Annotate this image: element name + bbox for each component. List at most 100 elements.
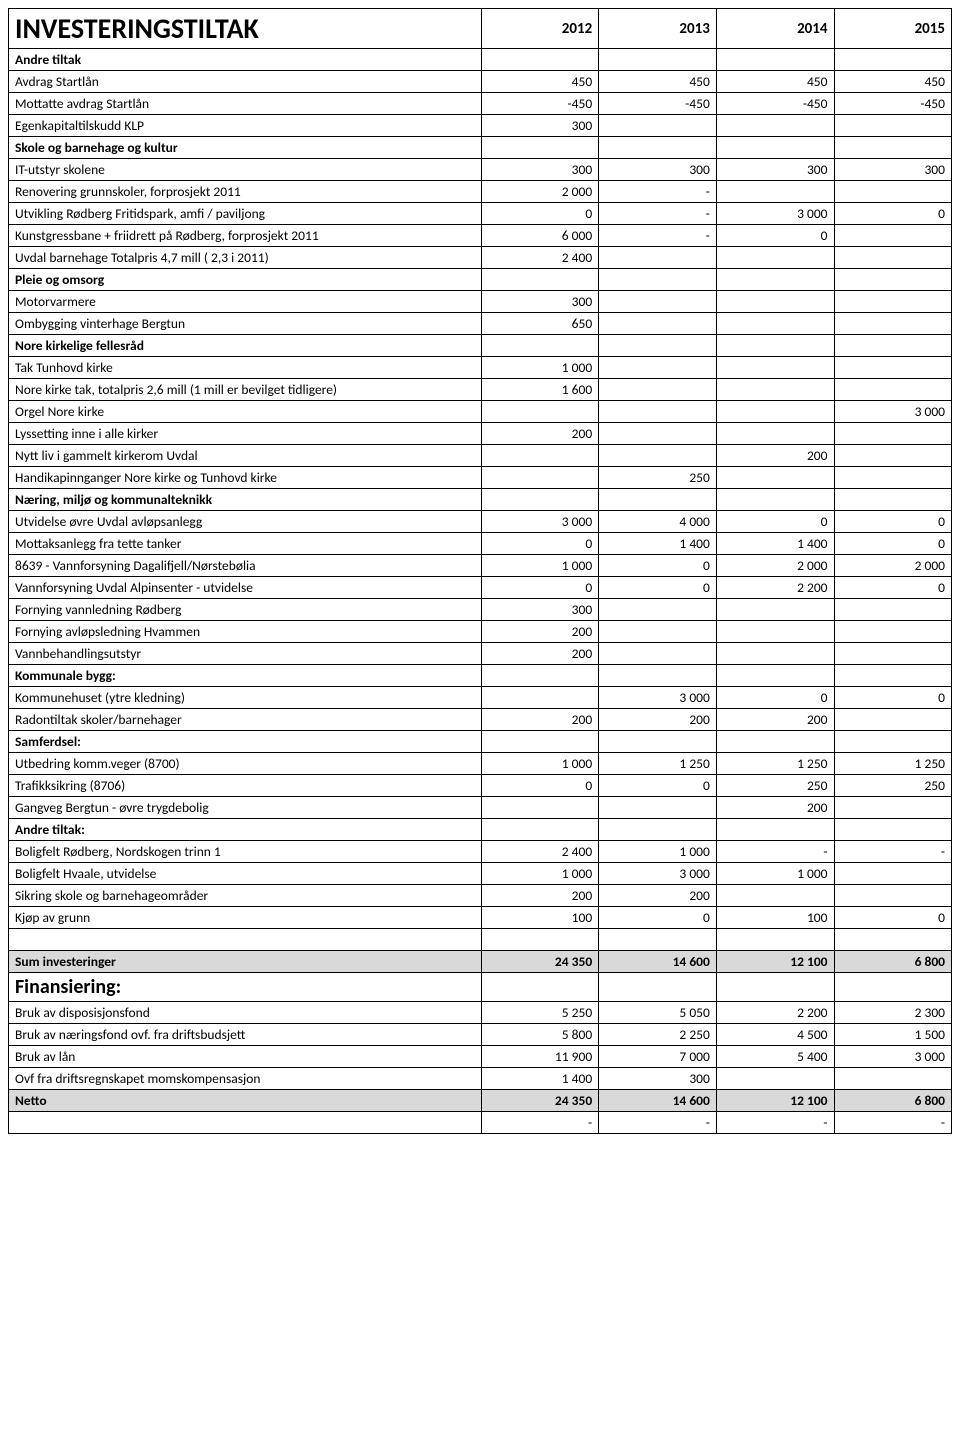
value-cell [716, 643, 834, 665]
empty-cell [481, 137, 599, 159]
empty-cell [716, 819, 834, 841]
value-cell [481, 687, 599, 709]
sum-value: 12 100 [716, 951, 834, 973]
empty-cell [834, 731, 952, 753]
value-cell: 300 [481, 115, 599, 137]
value-cell: 250 [599, 467, 717, 489]
value-cell [716, 621, 834, 643]
value-cell: 3 000 [599, 687, 717, 709]
empty-cell [599, 973, 717, 1002]
value-cell [599, 313, 717, 335]
empty-cell [599, 269, 717, 291]
value-cell [481, 467, 599, 489]
value-cell: 4 500 [716, 1024, 834, 1046]
row-label: Orgel Nore kirke [9, 401, 482, 423]
value-cell: 1 000 [481, 357, 599, 379]
blank-cell [716, 929, 834, 951]
blank-cell [599, 929, 717, 951]
row-label: Radontiltak skoler/barnehager [9, 709, 482, 731]
sum-value: 24 350 [481, 951, 599, 973]
section-header: Skole og barnehage og kultur [9, 137, 482, 159]
bottom-value: - [481, 1112, 599, 1134]
value-cell [716, 467, 834, 489]
value-cell: 450 [481, 71, 599, 93]
sum-value: 24 350 [481, 1090, 599, 1112]
value-cell [834, 885, 952, 907]
row-label: Vannbehandlingsutstyr [9, 643, 482, 665]
value-cell [599, 357, 717, 379]
empty-cell [481, 489, 599, 511]
value-cell [599, 401, 717, 423]
value-cell [599, 643, 717, 665]
value-cell [716, 599, 834, 621]
value-cell [599, 247, 717, 269]
empty-cell [599, 819, 717, 841]
value-cell: 1 000 [481, 863, 599, 885]
empty-cell [834, 137, 952, 159]
section-header: Nore kirkelige fellesråd [9, 335, 482, 357]
value-cell: 0 [599, 775, 717, 797]
value-cell [834, 423, 952, 445]
value-cell: -450 [481, 93, 599, 115]
row-label: Bruk av næringsfond ovf. fra driftsbudsj… [9, 1024, 482, 1046]
empty-cell [834, 269, 952, 291]
value-cell: 5 250 [481, 1002, 599, 1024]
value-cell: 1 600 [481, 379, 599, 401]
value-cell: 0 [481, 533, 599, 555]
value-cell: 200 [481, 709, 599, 731]
sum-value: 6 800 [834, 951, 952, 973]
row-label: Lyssetting inne i alle kirker [9, 423, 482, 445]
value-cell [599, 599, 717, 621]
value-cell: 1 250 [599, 753, 717, 775]
value-cell: 2 300 [834, 1002, 952, 1024]
value-cell [716, 357, 834, 379]
value-cell [716, 181, 834, 203]
value-cell [716, 1068, 834, 1090]
empty-cell [481, 49, 599, 71]
value-cell: 200 [481, 885, 599, 907]
value-cell: 4 000 [599, 511, 717, 533]
value-cell: 3 000 [834, 401, 952, 423]
value-cell: 0 [716, 687, 834, 709]
value-cell: - [716, 841, 834, 863]
value-cell [716, 885, 834, 907]
value-cell: 200 [716, 709, 834, 731]
empty-cell [599, 489, 717, 511]
section-header: Kommunale bygg: [9, 665, 482, 687]
value-cell: 300 [481, 291, 599, 313]
row-label: Sikring skole og barnehageområder [9, 885, 482, 907]
value-cell: 100 [481, 907, 599, 929]
value-cell: 3 000 [834, 1046, 952, 1068]
empty-cell [716, 973, 834, 1002]
value-cell [834, 643, 952, 665]
value-cell: 0 [834, 511, 952, 533]
value-cell: 0 [599, 555, 717, 577]
row-label: Kunstgressbane + friidrett på Rødberg, f… [9, 225, 482, 247]
row-label: Nore kirke tak, totalpris 2,6 mill (1 mi… [9, 379, 482, 401]
value-cell: - [599, 203, 717, 225]
value-cell: 0 [716, 511, 834, 533]
empty-cell [599, 731, 717, 753]
value-cell [834, 1068, 952, 1090]
bottom-value: - [834, 1112, 952, 1134]
section-header: Pleie og omsorg [9, 269, 482, 291]
section-header: Næring, miljø og kommunalteknikk [9, 489, 482, 511]
row-label: Fornying vannledning Rødberg [9, 599, 482, 621]
value-cell [599, 379, 717, 401]
value-cell: 200 [599, 885, 717, 907]
empty-cell [834, 49, 952, 71]
value-cell: 450 [834, 71, 952, 93]
value-cell [834, 247, 952, 269]
empty-cell [481, 335, 599, 357]
row-label: Utbedring komm.veger (8700) [9, 753, 482, 775]
value-cell: 0 [481, 577, 599, 599]
value-cell [716, 379, 834, 401]
section-header: Samferdsel: [9, 731, 482, 753]
value-cell: 2 200 [716, 1002, 834, 1024]
value-cell: 250 [834, 775, 952, 797]
empty-cell [716, 49, 834, 71]
value-cell: 0 [834, 687, 952, 709]
value-cell: 0 [834, 533, 952, 555]
value-cell: 0 [834, 577, 952, 599]
value-cell [599, 291, 717, 313]
